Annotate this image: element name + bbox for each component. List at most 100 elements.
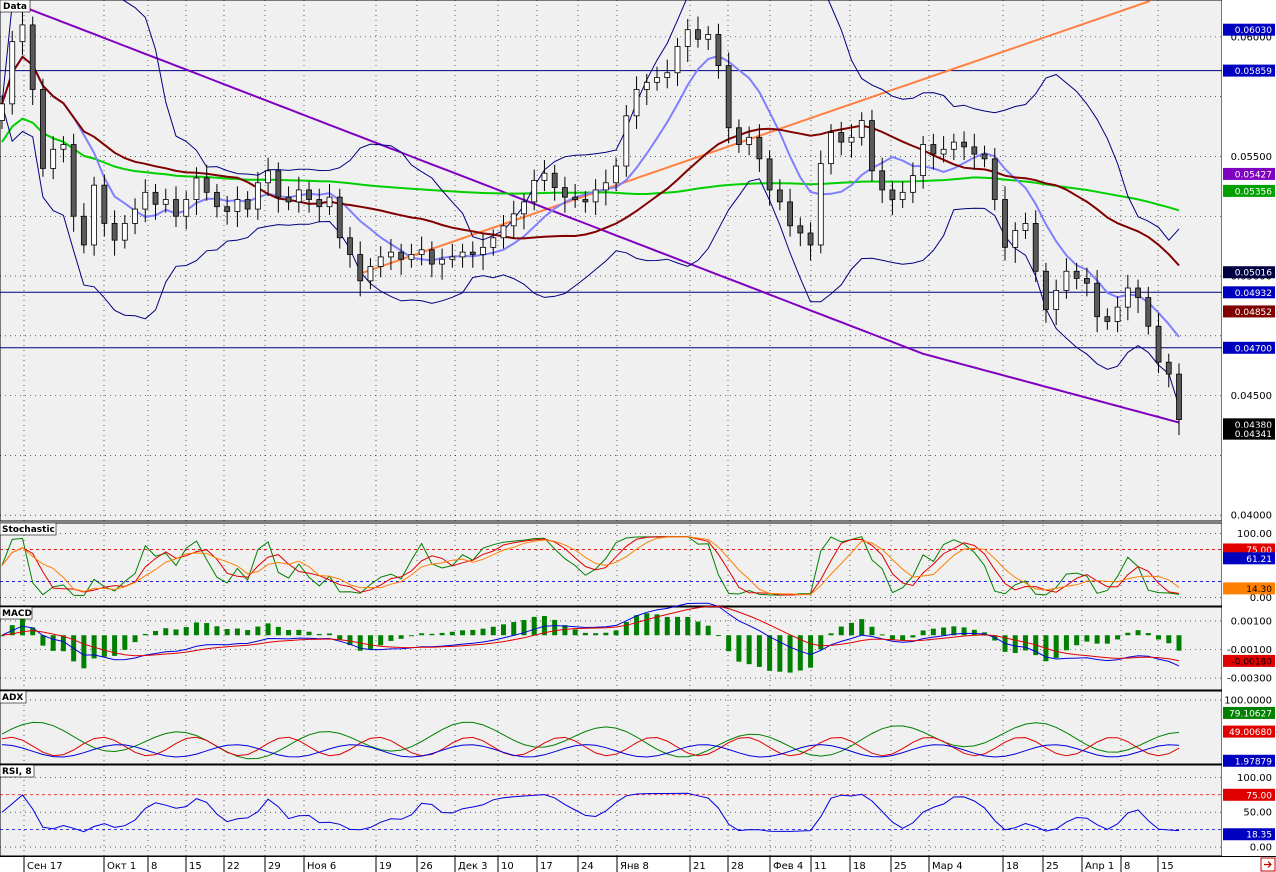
price-axis-label: 0.04500 xyxy=(1231,391,1272,402)
adx-value-tag-text: 79.10627 xyxy=(1229,709,1272,719)
price-value-tag xyxy=(1223,418,1275,431)
price-value-tag-text: 0.06030 xyxy=(1235,26,1272,36)
candle-body xyxy=(838,132,845,143)
candle-body xyxy=(623,115,630,167)
macd-histogram-bar xyxy=(30,627,36,636)
stoch-value-tag-text: 14.30 xyxy=(1246,585,1272,595)
macd-histogram-bar xyxy=(0,635,5,637)
macd-histogram-bar xyxy=(961,627,967,636)
macd-histogram-bar xyxy=(193,622,199,636)
price-value-tag-text: 0.05356 xyxy=(1235,187,1272,197)
rsi-axis-label: 0.00 xyxy=(1250,843,1272,854)
candle-body xyxy=(961,141,967,148)
macd-histogram-bar xyxy=(1145,633,1151,636)
candle-body xyxy=(408,254,415,260)
macd-histogram-bar xyxy=(664,617,670,636)
macd-histogram-bar xyxy=(623,621,629,636)
price-value-tag-text: 0.04700 xyxy=(1235,344,1272,354)
macd-histogram-bar xyxy=(245,630,251,636)
candle-body xyxy=(909,175,916,193)
candle-body xyxy=(367,266,374,282)
candle-body xyxy=(1073,270,1080,279)
macd-value-tag xyxy=(1223,654,1275,667)
macd-histogram-bar xyxy=(521,619,527,636)
candle-body xyxy=(224,206,231,212)
candle-body xyxy=(449,256,456,260)
candle-body xyxy=(1063,270,1070,291)
macd-histogram-bar xyxy=(490,626,496,636)
scroll-end-button[interactable] xyxy=(1260,857,1276,872)
rsi-axis-label: 50.00 xyxy=(1243,808,1272,819)
macd-histogram-bar xyxy=(797,635,803,671)
candle-body xyxy=(101,184,108,224)
macd-histogram-bar xyxy=(337,635,343,640)
candle-body xyxy=(869,120,875,172)
macd-histogram-bar xyxy=(449,631,455,636)
rsi-value-tag xyxy=(1223,788,1275,801)
candle-body xyxy=(654,77,660,83)
stoch-panel-title: Stochastic xyxy=(0,522,57,536)
rsi-axis-label: 100.00 xyxy=(1237,773,1272,784)
stoch-panel-bg xyxy=(0,522,1223,607)
candle-body xyxy=(736,127,742,145)
macd-histogram-bar xyxy=(204,623,210,636)
time-axis-label: 25 xyxy=(894,861,907,872)
candle-body xyxy=(889,189,896,200)
macd-histogram-bar xyxy=(112,635,118,656)
sma-mid xyxy=(1,55,1180,267)
macd-histogram-bar xyxy=(777,635,783,672)
macd-panel-title-text: MACD xyxy=(2,609,32,619)
macd-histogram-bar xyxy=(746,635,752,665)
candle-body xyxy=(439,258,445,265)
macd-histogram-bar xyxy=(736,635,742,662)
macd-histogram-bar xyxy=(183,627,189,636)
time-axis-label: 24 xyxy=(581,861,594,872)
time-axis-label: Янв 8 xyxy=(620,861,649,872)
candle-body xyxy=(142,191,149,210)
candle-body xyxy=(1165,361,1172,375)
rsi-panel-title-text: RSI, 8 xyxy=(2,767,32,777)
price-value-tag xyxy=(1223,64,1275,77)
macd-histogram-bar xyxy=(910,635,916,638)
rsi-panel-bg xyxy=(0,764,1223,857)
macd-histogram-bar xyxy=(1012,635,1018,654)
candle-body xyxy=(9,41,16,105)
macd-histogram-bar xyxy=(1176,635,1182,651)
candle-body xyxy=(674,46,681,74)
time-axis-label: Мар 4 xyxy=(932,861,963,872)
adx-plus-di-line xyxy=(1,721,1180,760)
candle-body xyxy=(1043,270,1049,310)
macd-histogram-bar xyxy=(900,635,906,641)
candle-body xyxy=(50,148,57,169)
candle-body xyxy=(1012,230,1019,248)
candle-body xyxy=(1104,316,1111,322)
candle-body xyxy=(40,89,46,169)
price-value-tag-text: 0.05859 xyxy=(1235,67,1272,77)
candle-body xyxy=(80,215,87,246)
price-value-tag xyxy=(1223,286,1275,299)
macd-histogram-bar xyxy=(153,630,159,636)
candle-body xyxy=(152,191,159,205)
candle-body xyxy=(920,144,927,176)
candle-body xyxy=(643,81,650,90)
arrow-right-icon xyxy=(1264,861,1272,868)
stoch-d-line xyxy=(1,536,1180,596)
adx-panel-title: ADX xyxy=(0,690,27,704)
candle-body xyxy=(746,136,753,145)
macd-histogram-bar xyxy=(234,628,240,636)
time-axis-label: 15 xyxy=(189,861,202,872)
adx-value-tag xyxy=(1223,725,1275,738)
time-axis-label: 18 xyxy=(853,861,866,872)
candle-body xyxy=(428,249,435,265)
macd-histogram-bar xyxy=(726,635,732,652)
stoch-value-tag xyxy=(1223,582,1275,595)
candle-body xyxy=(347,237,353,255)
time-axis-label: 22 xyxy=(227,861,240,872)
candle-body xyxy=(19,24,26,43)
adx-line xyxy=(1,744,1180,758)
candle-body xyxy=(316,199,323,208)
candle-body xyxy=(1022,223,1029,232)
candle-body xyxy=(60,144,67,150)
